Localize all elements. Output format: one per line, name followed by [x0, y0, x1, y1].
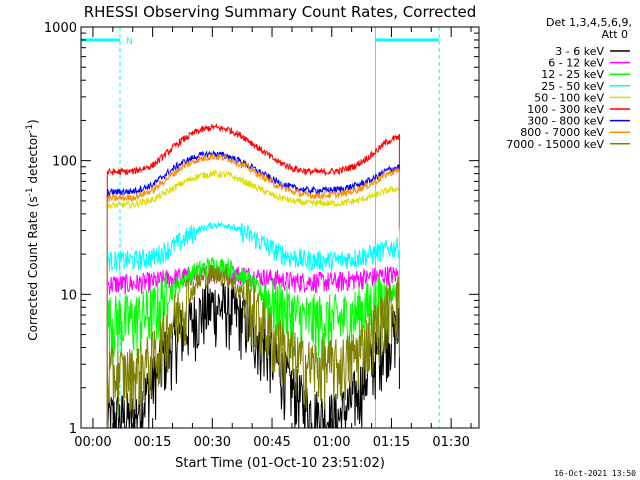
y-tick-label: 10 — [60, 288, 77, 303]
chart-title: RHESSI Observing Summary Count Rates, Co… — [84, 3, 477, 21]
legend-label: 7000 - 15000 keV — [506, 138, 604, 151]
x-tick-label: 00:15 — [134, 435, 171, 450]
saa-label: N — [126, 37, 133, 47]
legend-label: 3 - 6 keV — [555, 45, 604, 58]
series-line-7000-15000-kev — [106, 264, 400, 428]
series-line-50-100-kev — [106, 170, 400, 428]
footer-date: 16-Oct-2021 13:50 — [554, 469, 636, 478]
x-axis: 00:00 00:15 00:30 00:45 01:00 01:15 01:30 — [74, 27, 472, 450]
legend-label: 800 - 7000 keV — [520, 126, 604, 139]
plot-frame — [80, 26, 480, 429]
plot-area: N 1 10 100 1000 00:00 00:15 00:30 00:45 01:00 01… — [44, 21, 480, 450]
y-axis-label-mid: detector — [26, 133, 40, 188]
legend-label: 100 - 300 keV — [527, 103, 604, 116]
legend-label: 300 - 800 keV — [527, 115, 604, 128]
y-axis-label-sup2: -1 — [25, 124, 35, 133]
x-tick-label: 00:45 — [253, 435, 290, 450]
detector-info-line2: Att 0 — [602, 28, 628, 41]
x-tick-label: 01:15 — [373, 435, 410, 450]
x-tick-label: 01:00 — [313, 435, 350, 450]
x-tick-label: 00:30 — [194, 435, 231, 450]
series-layer — [106, 123, 400, 430]
legend-label: 50 - 100 keV — [534, 91, 604, 104]
x-axis-label: Start Time (01-Oct-10 23:51:02) — [175, 456, 385, 471]
y-axis: 1 10 100 1000 — [44, 21, 479, 437]
legend-label: 12 - 25 keV — [541, 68, 604, 81]
legend-label: 25 - 50 keV — [541, 80, 604, 93]
x-tick-label: 00:00 — [74, 435, 111, 450]
y-tick-label: 100 — [52, 155, 77, 170]
series-line-100-300-kev — [106, 123, 400, 428]
y-axis-label-sup1: -1 — [25, 187, 35, 196]
detector-info-line1: Det 1,3,4,5,6,9, — [546, 16, 632, 29]
series-line-800-7000-kev — [106, 153, 400, 428]
y-tick-label: 1 — [69, 422, 77, 437]
y-tick-label: 1000 — [44, 21, 77, 36]
series-line-12-25-kev — [106, 256, 400, 428]
y-axis-label-end: ) — [26, 119, 40, 124]
legend-label: 6 - 12 keV — [548, 57, 604, 70]
x-tick-label: 01:30 — [432, 435, 469, 450]
y-axis-label: Corrected Count Rate (s-1 detector-1) — [25, 119, 40, 340]
series-line-25-50-kev — [106, 221, 400, 428]
y-axis-label-main: Corrected Count Rate (s — [26, 196, 40, 340]
